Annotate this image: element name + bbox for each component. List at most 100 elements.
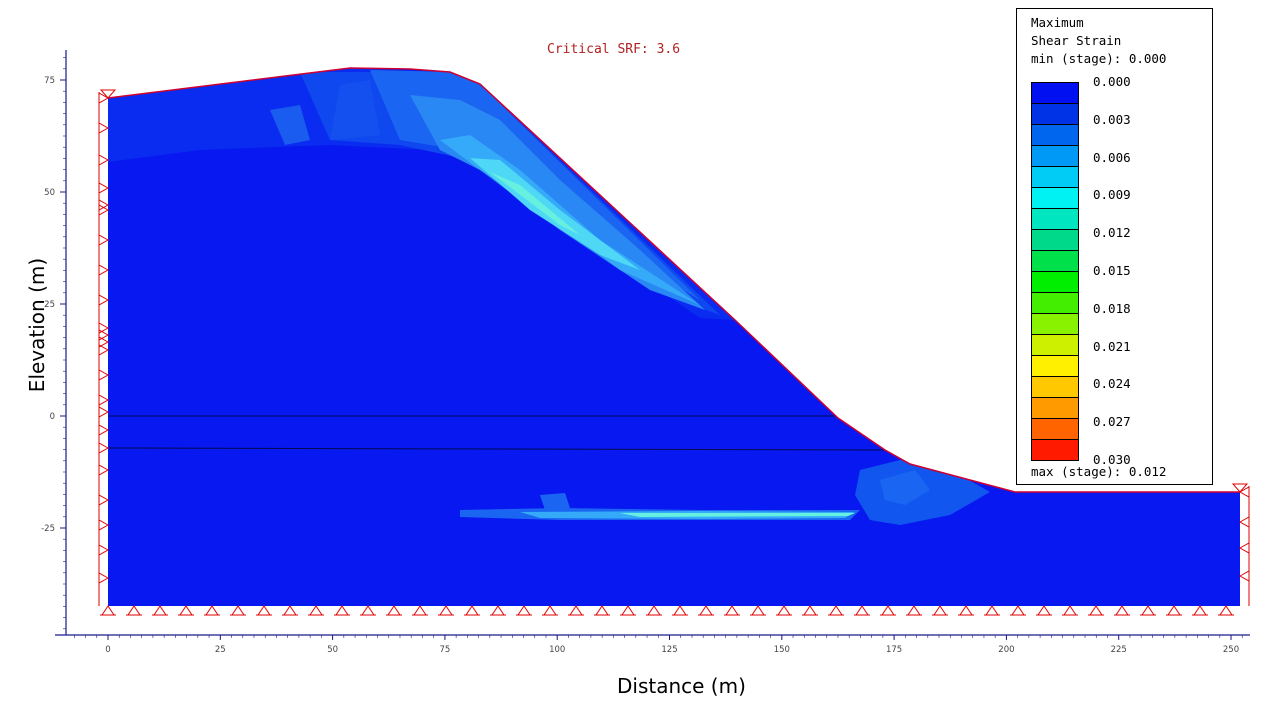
roller-support-icon	[98, 572, 110, 584]
legend-value-label: 0.018	[1093, 300, 1131, 316]
roller-support-icon	[98, 519, 110, 531]
pin-support-icon	[855, 605, 869, 616]
pin-support-icon	[1141, 605, 1155, 616]
pin-support-icon	[465, 605, 479, 616]
pin-support-icon	[1089, 605, 1103, 616]
legend-color-swatch	[1031, 166, 1079, 188]
legend-color-swatch	[1031, 292, 1079, 314]
pin-support-icon	[699, 605, 713, 616]
legend-color-swatch	[1031, 124, 1079, 146]
x-tick-label: 125	[661, 645, 677, 655]
legend-value-label: 0.021	[1093, 338, 1131, 354]
pin-support-icon	[231, 605, 245, 616]
roller-support-icon	[1238, 516, 1250, 528]
x-axis-title: Distance (m)	[617, 674, 746, 698]
legend-value-label: 0.000	[1093, 74, 1131, 89]
x-tick-label: 25	[215, 645, 226, 655]
pin-support-icon	[985, 605, 999, 616]
x-tick-label: 150	[774, 645, 790, 655]
y-axis-title: Elevation (m)	[25, 257, 49, 393]
pin-support-icon	[127, 605, 141, 616]
legend-value-label: 0.003	[1093, 111, 1131, 127]
y-tick-labels: 75 50 25 0 -25	[41, 76, 55, 534]
legend-color-swatch	[1031, 439, 1079, 461]
pin-support-icon	[959, 605, 973, 616]
boundary-supports	[98, 89, 1250, 616]
legend-title-line2: Shear Strain	[1031, 33, 1122, 48]
legend-color-swatch	[1031, 418, 1079, 440]
x-tick-label: 200	[998, 645, 1014, 655]
x-tick-label: 250	[1223, 645, 1239, 655]
pin-support-icon	[283, 605, 297, 616]
axes	[55, 50, 1250, 640]
pin-support-icon	[803, 605, 817, 616]
roller-support-icon	[98, 394, 110, 406]
pin-support-icon	[621, 605, 635, 616]
x-tick-labels: 0 25 50 75 100 125 150 175 200 225 250	[105, 645, 1239, 655]
pin-support-icon	[413, 605, 427, 616]
legend-color-swatch	[1031, 103, 1079, 125]
roller-support-icon	[1238, 570, 1250, 582]
legend-color-swatch	[1031, 208, 1079, 230]
pin-support-icon	[543, 605, 557, 616]
legend-color-swatch	[1031, 397, 1079, 419]
legend-color-swatch	[1031, 271, 1079, 293]
pin-support-icon	[1011, 605, 1025, 616]
x-tick-label: 0	[105, 645, 110, 655]
x-tick-label: 225	[1111, 645, 1127, 655]
legend-value-label: 0.015	[1093, 263, 1131, 278]
roller-support-icon	[98, 234, 110, 246]
pin-support-icon	[491, 605, 505, 616]
pin-support-icon	[153, 605, 167, 616]
critical-srf-label: Critical SRF: 3.6	[547, 42, 681, 57]
legend-color-swatch	[1031, 355, 1079, 377]
x-tick-label: 75	[439, 645, 450, 655]
pin-support-icon	[1219, 605, 1233, 616]
roller-support-icon	[98, 182, 110, 194]
roller-support-icon	[98, 544, 110, 556]
roller-support-icon	[1238, 486, 1250, 498]
y-tick-label: 25	[44, 300, 55, 310]
pin-support-icon	[1037, 605, 1051, 616]
pin-support-icon	[725, 605, 739, 616]
x-tick-label: 50	[327, 645, 338, 655]
pin-support-icon	[101, 605, 115, 616]
pin-support-icon	[1167, 605, 1181, 616]
roller-support-icon	[98, 154, 110, 166]
pin-support-icon	[517, 605, 531, 616]
legend-value-label: 0.012	[1093, 225, 1131, 241]
legend-min-text: min (stage): 0.000	[1031, 51, 1167, 66]
pin-support-icon	[257, 605, 271, 616]
roller-support-icon	[98, 464, 110, 476]
pin-support-icon	[829, 605, 843, 616]
y-tick-label: -25	[41, 524, 55, 534]
roller-support-icon	[98, 406, 110, 418]
legend-value-label: 0.009	[1093, 187, 1131, 203]
y-tick-label: 0	[50, 412, 55, 422]
pin-support-icon	[595, 605, 609, 616]
legend-color-swatch	[1031, 376, 1079, 398]
legend-color-swatch	[1031, 187, 1079, 209]
pin-support-icon	[179, 605, 193, 616]
roller-support-icon	[98, 204, 110, 216]
legend-max-text: max (stage): 0.012	[1031, 464, 1167, 479]
legend-value-label: 0.024	[1093, 376, 1131, 392]
strain-contours	[108, 68, 990, 525]
pin-support-icon	[673, 605, 687, 616]
pin-support-icon	[647, 605, 661, 616]
ground-surface	[107, 67, 1240, 493]
pin-support-icon	[387, 605, 401, 616]
roller-support-icon	[98, 369, 110, 381]
pin-support-icon	[309, 605, 323, 616]
legend-panel: Maximum Shear Strain min (stage): 0.000 …	[1016, 8, 1213, 485]
roller-support-icon	[98, 199, 110, 211]
roller-support-icon	[98, 442, 110, 454]
legend-color-swatch	[1031, 229, 1079, 251]
pin-support-icon	[751, 605, 765, 616]
roller-support-icon	[98, 424, 110, 436]
legend-color-swatch	[1031, 145, 1079, 167]
pin-support-icon	[335, 605, 349, 616]
legend-color-swatch	[1031, 313, 1079, 335]
pin-support-icon	[907, 605, 921, 616]
roller-support-icon	[98, 294, 110, 306]
